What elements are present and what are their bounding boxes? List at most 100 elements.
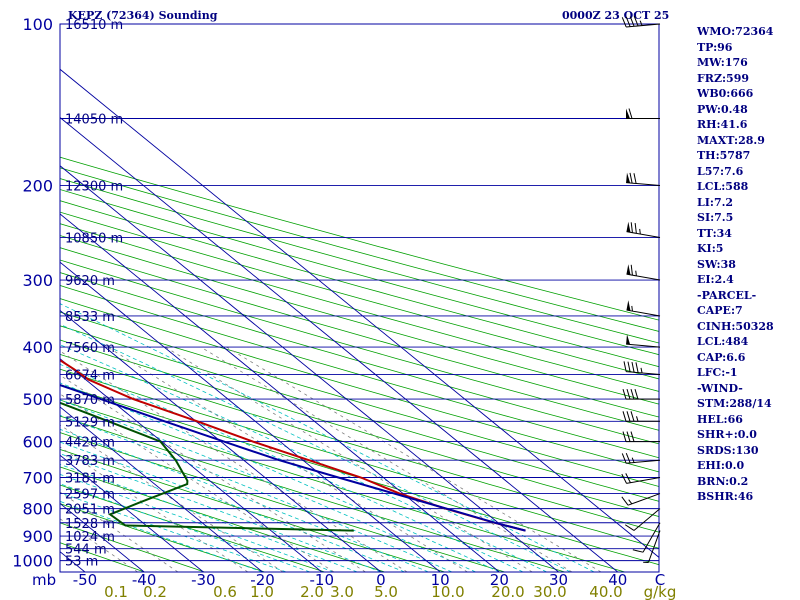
dry-adiabat [60,484,325,572]
isotherm [60,406,263,572]
param-item: TP:96 [697,40,733,54]
height-label: 7560 m [65,341,115,356]
param-item: CINH:50328 [697,319,774,333]
param-item: FRZ:599 [697,71,750,85]
height-label: 5129 m [65,415,115,430]
isotherm [0,24,26,572]
moist-adiabat [60,492,287,572]
height-label: 2597 m [65,488,115,503]
wind-barb [622,411,660,422]
dry-adiabat [60,223,659,392]
height-labels: 16510 m 14050 m 12300 m 10850 m 9620 m 8533 m… [65,18,123,570]
wind-barb-flag [630,264,633,276]
wind-barb-flag [624,524,635,531]
param-item: TT:34 [697,226,732,240]
param-item: LFC:-1 [697,366,738,379]
wind-barb-half [640,367,643,374]
dry-adiabat [60,339,659,518]
dry-adiabat [60,522,205,572]
param-item: LCL:484 [697,335,749,348]
wind-barb [622,431,660,443]
wind-barb [626,334,661,348]
height-label: 2051 m [65,503,115,518]
height-label: 1024 m [65,530,115,545]
param-item: MW:176 [697,56,748,69]
pressure-tick-label: 100 [22,15,53,34]
wind-barb-flag [630,222,633,233]
height-label: 1528 m [65,517,115,532]
temperature-tick-label: 30 [549,571,568,589]
sounding-time: 0000Z 23 OCT 25 [562,9,670,22]
wind-barb-flag [633,173,637,184]
mixing-ratio-label: 5.0 [374,583,398,600]
moist-adiabat [60,382,500,572]
wind-barb [622,388,660,400]
mixing-ratio-label: 40.0 [589,583,622,600]
wind-barb-half [631,305,633,312]
wind-barb [624,508,661,531]
wind-barb-staff [647,530,661,563]
wind-barb-staff [633,508,661,531]
param-item: LCL:588 [697,180,749,193]
wind-barb-flag [622,388,627,400]
dry-adiabat [60,272,659,445]
wind-barb-pennant [626,300,631,311]
wind-barb-pennant [626,334,631,345]
dry-adiabat [60,178,659,344]
param-item: SI:7.5 [697,211,734,224]
wind-barb-pennant [626,172,631,183]
pressure-tick-label: 300 [22,271,53,290]
wind-barb-staff [626,23,661,28]
param-item: EI:2.4 [697,273,734,286]
param-item: SW:38 [697,257,736,271]
wind-barb-flag [626,431,631,442]
pressure-tick-label: 800 [22,500,53,519]
temperature-tick-label: -40 [132,571,157,589]
wind-barb [621,493,661,506]
station-title: KEPZ (72364) Sounding [68,9,218,22]
param-item: LI:7.2 [697,195,734,209]
temperature-tick-label: 20 [490,571,509,589]
param-item: STM:288/14 [697,397,772,410]
wind-barb [626,300,661,317]
dry-adiabat [60,156,659,321]
height-label: 3783 m [65,454,115,469]
wind-barb-flag [630,431,635,442]
height-label: 6674 m [65,369,115,384]
height-label: 53 m [65,555,98,570]
param-item: -PARCEL- [697,288,757,302]
wind-barb-flag [625,473,631,483]
dry-adiabat [60,415,565,572]
dry-adiabat [60,368,659,549]
mixing-ratio-label: 0.1 [104,583,128,600]
pressure-tick-label: 500 [22,390,53,409]
wind-barb-flag [629,172,633,184]
moist-adiabat [60,441,405,572]
param-item: BRN:0.2 [697,474,749,488]
wind-barb [623,361,661,376]
isotherm [60,213,500,572]
mixing-ratio-label: 1.0 [250,583,274,600]
mixing-ratio-line [107,346,468,572]
wind-barb-flag [632,549,644,553]
wind-barb [626,221,661,239]
dry-adiabat [60,189,659,356]
wind-barb [621,473,661,484]
moist-adiabat [60,428,429,572]
temperature-tick-label: 40 [608,571,627,589]
grid-lines [0,24,659,572]
wind-barb [632,522,661,553]
wind-barb-half [631,457,635,463]
dry-adiabat [60,167,659,332]
dry-adiabat [60,211,659,380]
wind-barb-staff [626,231,661,239]
wind-barb-flag [625,16,631,27]
height-label: 3181 m [65,472,115,487]
moist-adiabat [60,399,476,572]
param-item: HEL:66 [697,412,743,426]
moist-adiabat [60,453,382,572]
wind-barb-staff [627,493,661,506]
wind-barb-flag [630,411,635,422]
height-label: 8533 m [65,310,115,325]
